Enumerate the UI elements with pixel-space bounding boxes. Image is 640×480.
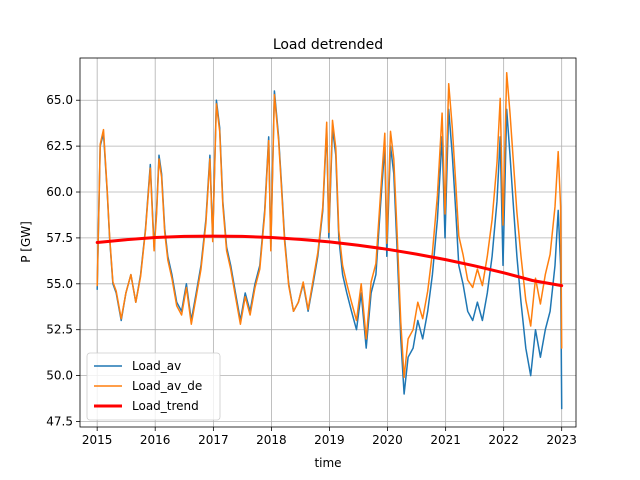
legend: Load_av Load_av_de Load_trend (86, 352, 221, 421)
y-tick-label: 65.0 (46, 93, 73, 107)
legend-box (86, 352, 221, 421)
y-tick-label: 60.0 (46, 185, 73, 199)
y-tick-label: 52.5 (46, 323, 73, 337)
legend-label: Load_trend (132, 399, 199, 413)
x-tick-label: 2016 (140, 433, 171, 447)
x-tick-label: 2022 (488, 433, 519, 447)
x-axis-label: time (314, 456, 341, 470)
x-tick-label: 2020 (372, 433, 403, 447)
x-tick-label: 2023 (546, 433, 577, 447)
y-tick-label: 47.5 (46, 414, 73, 428)
series-line-load-av-de (96, 71, 563, 379)
y-axis-label: P [GW] (19, 221, 33, 263)
y-tick-label: 50.0 (46, 369, 73, 383)
x-tick-label: 2021 (430, 433, 461, 447)
x-tick-label: 2017 (198, 433, 229, 447)
x-tick-label: 2019 (314, 433, 345, 447)
series-line-load-trend (95, 234, 564, 288)
legend-label: Load_av (132, 359, 181, 373)
y-tick-label: 55.0 (46, 277, 73, 291)
y-axis: 47.5 50.0 52.5 55.0 57.5 60.0 62.5 65.0 (46, 93, 80, 428)
chart-title: Load detrended (273, 37, 383, 53)
x-axis: 2015 2016 2017 2018 2019 2020 2021 2022 2023 (82, 427, 577, 447)
legend-label: Load_av_de (132, 379, 202, 393)
x-tick-label: 2015 (82, 433, 113, 447)
plot-frame (79, 57, 577, 428)
x-tick-label: 2018 (256, 433, 287, 447)
plot-series (95, 71, 564, 410)
y-tick-label: 57.5 (46, 231, 73, 245)
y-tick-label: 62.5 (46, 139, 73, 153)
